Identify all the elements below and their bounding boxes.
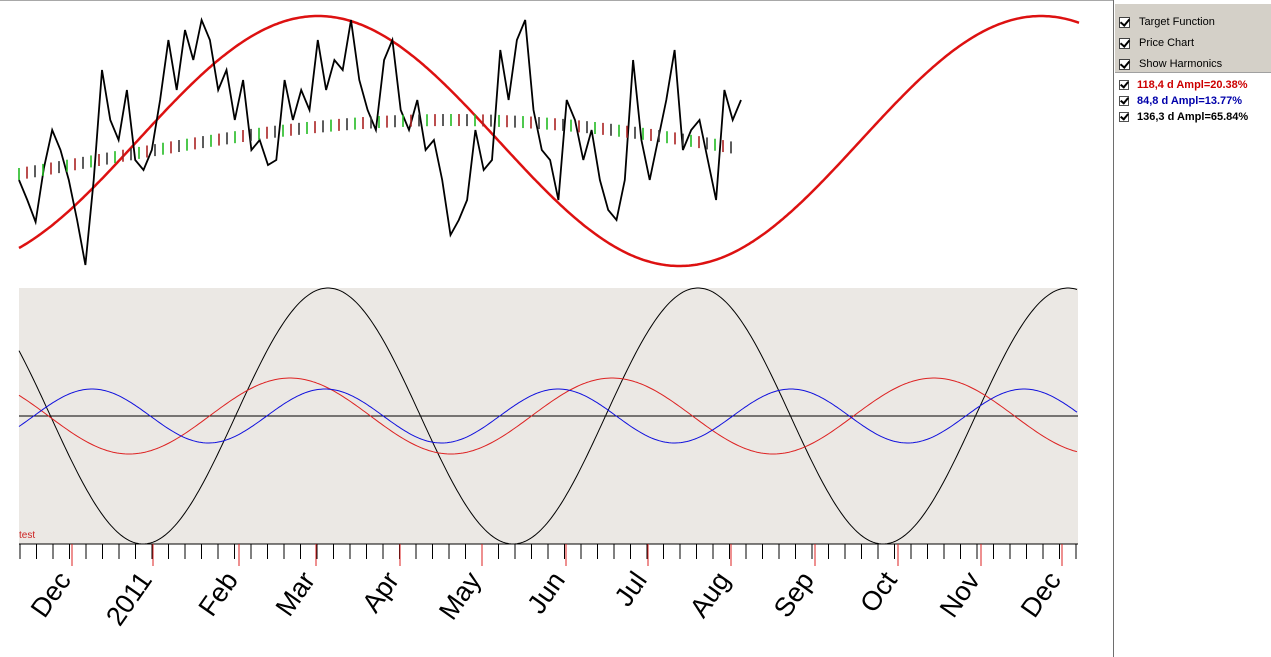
target-function-line	[18, 14, 1080, 268]
window-top-border	[0, 0, 1271, 1]
harmonic-checkbox[interactable]	[1119, 94, 1129, 106]
show-harmonics-checkbox[interactable]	[1119, 57, 1131, 70]
harmonic-label: 136,3 d Ampl=65.84%	[1137, 110, 1249, 123]
checkmark-icon	[1119, 15, 1131, 27]
harmonic-black-line	[18, 287, 1078, 545]
harmonic-checkbox[interactable]	[1119, 110, 1129, 122]
price-chart-option[interactable]: Price Chart	[1119, 34, 1194, 52]
month-label: 2011	[100, 566, 158, 631]
harmonics-plot-area	[18, 287, 1078, 545]
target-function-option[interactable]: Target Function	[1119, 13, 1215, 31]
month-label: Nov	[934, 566, 986, 623]
harmonic-red-line	[18, 377, 1078, 455]
price-line	[18, 16, 742, 266]
cycle-chart[interactable]: Dec 2011 Feb Mar Apr May Jun Jul Aug Sep Oct Nov Dec	[0, 0, 1113, 657]
harmonic-blue-line	[18, 388, 1078, 444]
month-label: Mar	[270, 566, 321, 621]
checkmark-icon	[1119, 36, 1131, 48]
month-label: Apr	[356, 566, 405, 618]
month-label: Sep	[768, 566, 820, 623]
month-label: Aug	[684, 566, 736, 623]
month-label: Jun	[521, 566, 571, 619]
month-label: Dec	[1015, 566, 1067, 623]
right-panel: Target Function Price Chart Show Harmoni…	[1113, 0, 1271, 657]
harmonic-item[interactable]: 84,8 d Ampl=13.77%	[1119, 93, 1242, 108]
display-options: Target Function Price Chart Show Harmoni…	[1115, 4, 1271, 73]
harmonic-item[interactable]: 136,3 d Ampl=65.84%	[1119, 109, 1248, 124]
time-axis: Dec 2011 Feb Mar Apr May Jun Jul Aug Sep Oct Nov Dec	[19, 543, 1078, 631]
price-chart-label: Price Chart	[1139, 37, 1195, 49]
harmonic-label: 118,4 d Ampl=20.38%	[1137, 78, 1248, 91]
checkmark-icon	[1120, 94, 1129, 105]
checkmark-icon	[1120, 78, 1129, 89]
month-label: May	[433, 566, 487, 625]
harmonic-checkbox[interactable]	[1119, 78, 1129, 90]
show-harmonics-option[interactable]: Show Harmonics	[1119, 55, 1222, 73]
upper-plot-area	[18, 14, 1080, 268]
month-label: Jul	[609, 566, 653, 611]
show-harmonics-label: Show Harmonics	[1139, 58, 1223, 70]
target-function-label: Target Function	[1139, 16, 1215, 28]
harmonic-label: 84,8 d Ampl=13.77%	[1137, 94, 1243, 107]
month-label: Feb	[193, 566, 244, 621]
price-chart-checkbox[interactable]	[1119, 36, 1131, 49]
lower-panel-caption: test	[19, 530, 36, 541]
harmonic-item[interactable]: 118,4 d Ampl=20.38%	[1119, 77, 1248, 92]
target-function-checkbox[interactable]	[1119, 15, 1131, 28]
month-label: Oct	[854, 566, 903, 618]
checkmark-icon	[1120, 110, 1129, 121]
checkmark-icon	[1119, 57, 1131, 69]
month-label: Dec	[25, 566, 77, 623]
